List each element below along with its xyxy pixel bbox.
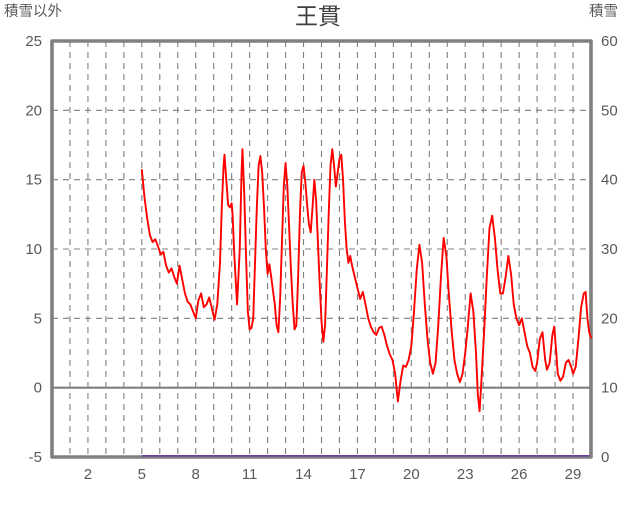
svg-text:15: 15	[25, 172, 42, 189]
svg-text:8: 8	[192, 466, 200, 483]
svg-text:50: 50	[601, 102, 618, 119]
svg-text:17: 17	[349, 466, 366, 483]
svg-text:20: 20	[25, 102, 42, 119]
svg-text:2: 2	[84, 466, 92, 483]
svg-text:積雪: 積雪	[589, 3, 618, 20]
svg-text:20: 20	[601, 310, 618, 327]
svg-text:25: 25	[25, 33, 42, 50]
svg-text:5: 5	[34, 310, 42, 327]
svg-text:26: 26	[511, 466, 528, 483]
svg-text:10: 10	[601, 380, 618, 397]
svg-text:積雪以外: 積雪以外	[4, 3, 62, 20]
svg-text:60: 60	[601, 33, 618, 50]
svg-text:30: 30	[601, 241, 618, 258]
svg-text:14: 14	[295, 466, 312, 483]
svg-text:0: 0	[34, 380, 42, 397]
svg-text:29: 29	[565, 466, 582, 483]
svg-text:20: 20	[403, 466, 420, 483]
svg-text:王貫: 王貫	[295, 3, 341, 29]
svg-text:11: 11	[242, 466, 258, 483]
svg-text:23: 23	[457, 466, 474, 483]
svg-text:40: 40	[601, 172, 618, 189]
svg-text:0: 0	[601, 449, 609, 466]
svg-text:-5: -5	[29, 449, 42, 466]
svg-text:5: 5	[138, 466, 146, 483]
svg-text:10: 10	[25, 241, 42, 258]
